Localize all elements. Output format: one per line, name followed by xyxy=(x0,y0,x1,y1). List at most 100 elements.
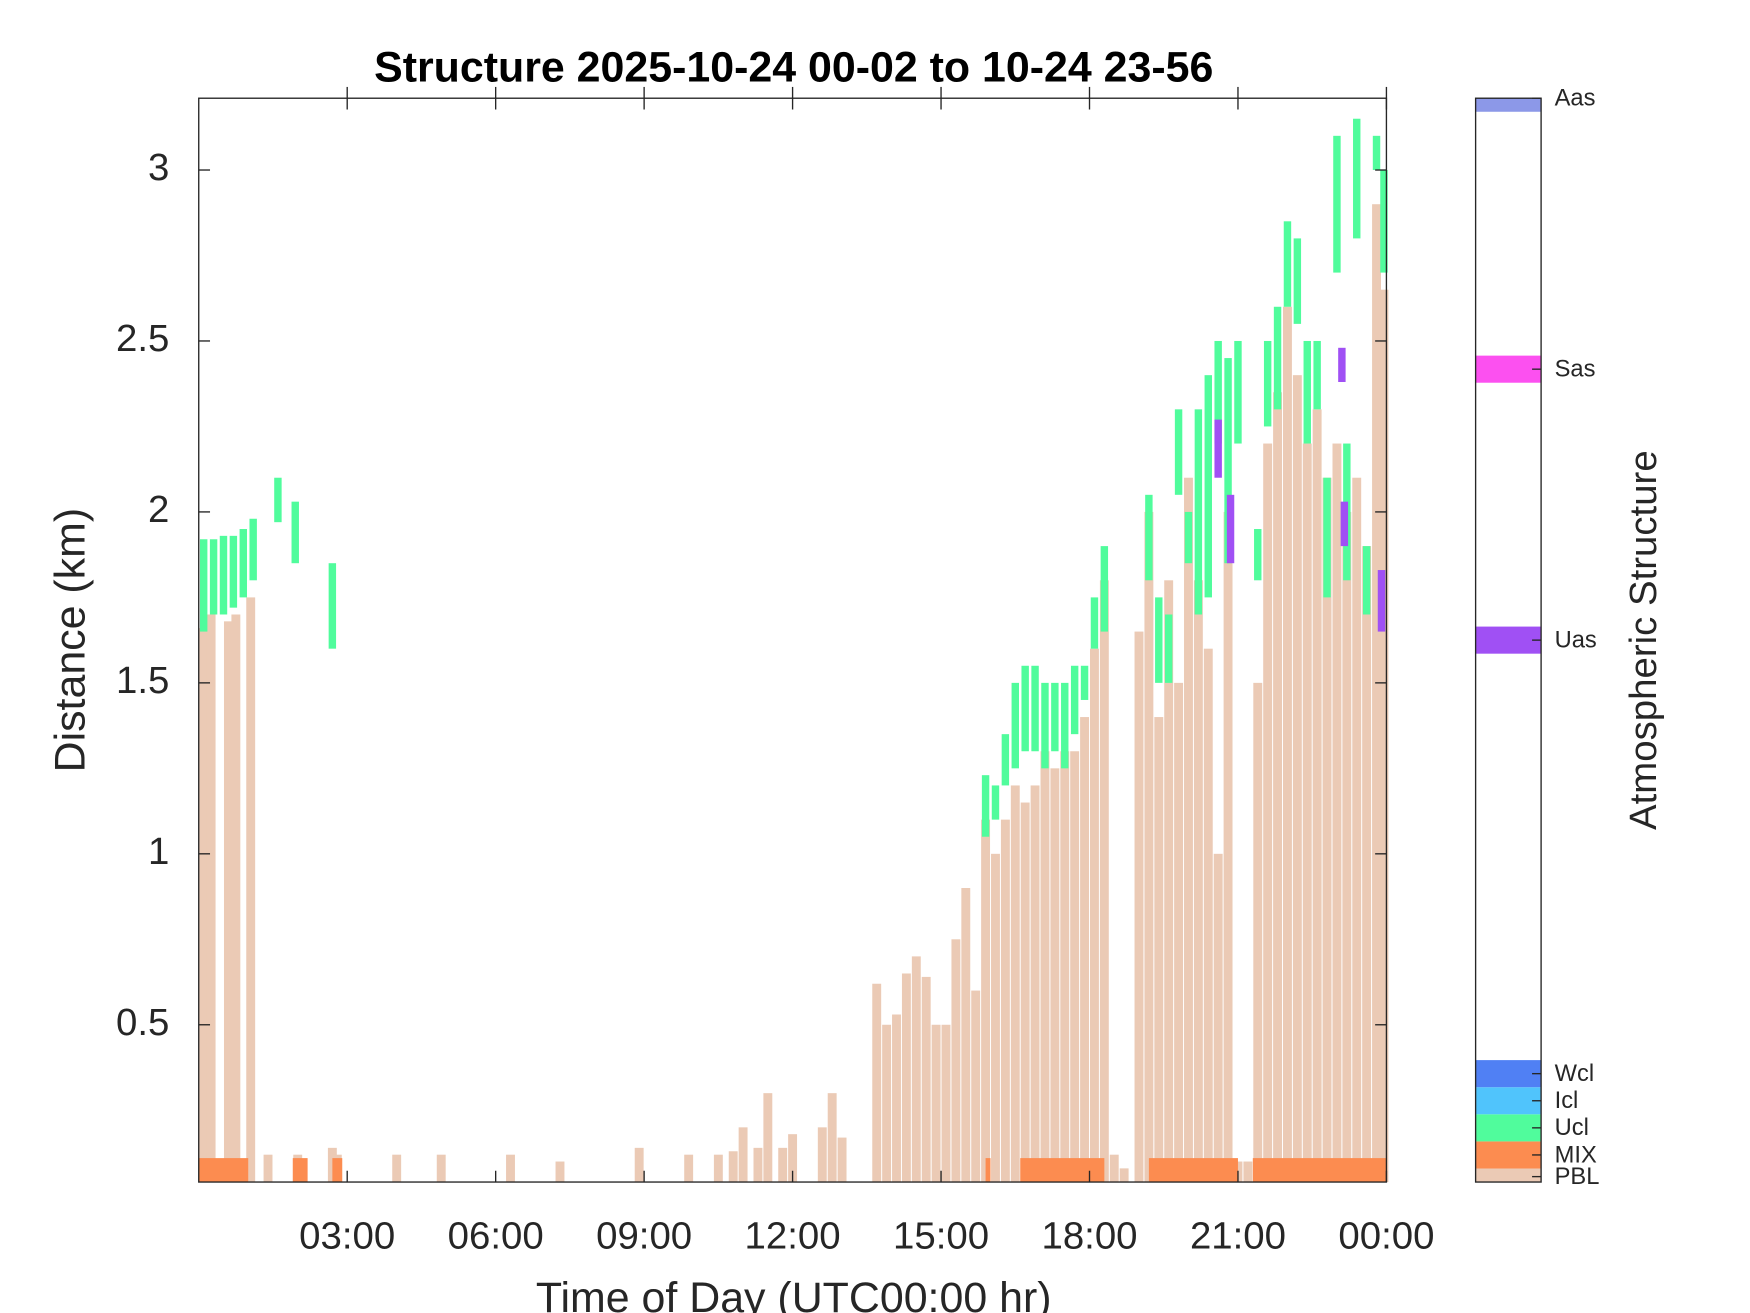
colorbar-swatch xyxy=(1475,1087,1542,1115)
layer-segment xyxy=(1283,221,1292,307)
pbl-column xyxy=(1060,751,1070,1183)
layer-segment xyxy=(1145,494,1153,581)
layer-segment xyxy=(219,535,228,615)
layer-segment xyxy=(1164,614,1173,683)
pbl-column xyxy=(1109,1154,1119,1183)
pbl-column xyxy=(713,1154,723,1183)
layer-segment xyxy=(328,563,337,649)
plot-area xyxy=(198,118,1389,1183)
pbl-column xyxy=(921,976,931,1183)
layer-segment xyxy=(1377,570,1386,632)
x-tick-label: 18:00 xyxy=(1041,1215,1137,1258)
layer-segment xyxy=(1254,529,1262,581)
pbl-column xyxy=(1302,443,1312,1183)
pbl-column xyxy=(1332,443,1342,1183)
pbl-column xyxy=(1184,477,1193,1183)
colorbar-swatch xyxy=(1475,1141,1542,1169)
pbl-column xyxy=(1379,289,1389,1183)
layer-segment xyxy=(1362,546,1371,615)
pbl-column xyxy=(1223,511,1233,1183)
y-tick-label: 0.5 xyxy=(116,1001,169,1044)
pbl-column xyxy=(1174,682,1184,1183)
pbl-column xyxy=(1119,1168,1129,1183)
pbl-column xyxy=(1372,204,1381,1183)
layer-segment xyxy=(209,539,218,615)
pbl-column xyxy=(1263,443,1273,1183)
pbl-column xyxy=(1040,751,1050,1183)
layer-segment xyxy=(1273,306,1282,410)
colorbar-tick-label: Sas xyxy=(1555,357,1596,383)
pbl-column xyxy=(892,1014,901,1183)
chart-title: Structure 2025-10-24 00-02 to 10-24 23-5… xyxy=(374,43,1213,91)
pbl-column xyxy=(753,1147,763,1183)
pbl-column xyxy=(1273,392,1283,1183)
colorbar-swatch xyxy=(1475,1114,1542,1142)
pbl-column xyxy=(1020,802,1030,1183)
pbl-column xyxy=(1030,785,1040,1183)
x-tick-label: 06:00 xyxy=(448,1215,544,1258)
layer-segment xyxy=(1061,682,1069,769)
mix-layer xyxy=(1148,1158,1238,1183)
x-tick-label: 12:00 xyxy=(745,1215,841,1258)
layer-segment xyxy=(1303,340,1311,444)
pbl-column xyxy=(1050,768,1060,1183)
pbl-column xyxy=(728,1151,738,1183)
y-tick-label: 2 xyxy=(148,488,169,531)
pbl-column xyxy=(1312,409,1322,1183)
x-tick-label: 00:00 xyxy=(1338,1215,1434,1258)
colorbar-tick-label: PBL xyxy=(1555,1164,1600,1190)
pbl-column xyxy=(1134,631,1144,1183)
pbl-column xyxy=(1144,511,1154,1183)
pbl-column xyxy=(1342,511,1352,1183)
layer-segment xyxy=(239,529,247,598)
colorbar-tick-label: MIX xyxy=(1555,1142,1597,1168)
pbl-column xyxy=(392,1154,402,1183)
pbl-column xyxy=(1154,717,1164,1183)
pbl-column xyxy=(882,1024,892,1183)
pbl-column xyxy=(1070,751,1080,1183)
pbl-column xyxy=(872,983,882,1183)
pbl-column xyxy=(555,1161,565,1183)
layer-segment xyxy=(1338,347,1346,382)
layer-segment xyxy=(1380,170,1388,273)
pbl-column xyxy=(817,1127,827,1183)
x-tick-label: 03:00 xyxy=(299,1215,395,1258)
y-tick-label: 1.5 xyxy=(116,659,169,702)
layer-segment xyxy=(1001,734,1010,786)
pbl-column xyxy=(1213,853,1223,1183)
layer-segment xyxy=(1090,597,1099,649)
pbl-column xyxy=(1362,546,1372,1183)
pbl-column xyxy=(1322,477,1332,1183)
colorbar-tick-label: Icl xyxy=(1555,1088,1579,1114)
layer-segment xyxy=(1333,135,1341,273)
y-axis-label: Distance (km) xyxy=(47,508,95,773)
x-tick-label: 21:00 xyxy=(1190,1215,1286,1258)
layer-segment xyxy=(1226,494,1235,564)
y-tick-label: 1 xyxy=(148,830,169,873)
pbl-column xyxy=(931,1024,941,1183)
pbl-column xyxy=(1000,819,1010,1183)
colorbar-tick-label: Uas xyxy=(1555,628,1597,654)
layer-segment xyxy=(1194,409,1203,615)
layer-segment xyxy=(1263,340,1272,427)
x-tick-label: 15:00 xyxy=(893,1215,989,1258)
pbl-column xyxy=(991,853,1000,1183)
pbl-column xyxy=(788,1134,798,1183)
pbl-column xyxy=(1010,785,1020,1183)
layer-segment xyxy=(1031,665,1039,752)
layer-segment xyxy=(291,501,299,564)
pbl-column xyxy=(1352,477,1362,1183)
x-axis-label: Time of Day (UTC00:00 hr) xyxy=(536,1274,1052,1313)
colorbar-swatch xyxy=(1475,1060,1542,1088)
pbl-column xyxy=(1253,682,1263,1183)
layer-segment xyxy=(1204,375,1212,598)
layer-segment xyxy=(1293,238,1302,324)
pbl-column xyxy=(1282,306,1292,1183)
pbl-column xyxy=(961,888,971,1183)
colorbar-swatch xyxy=(1475,355,1542,383)
layer-segment xyxy=(1214,340,1222,444)
colorbar-tick-label: Ucl xyxy=(1555,1115,1589,1141)
pbl-column xyxy=(223,621,233,1183)
